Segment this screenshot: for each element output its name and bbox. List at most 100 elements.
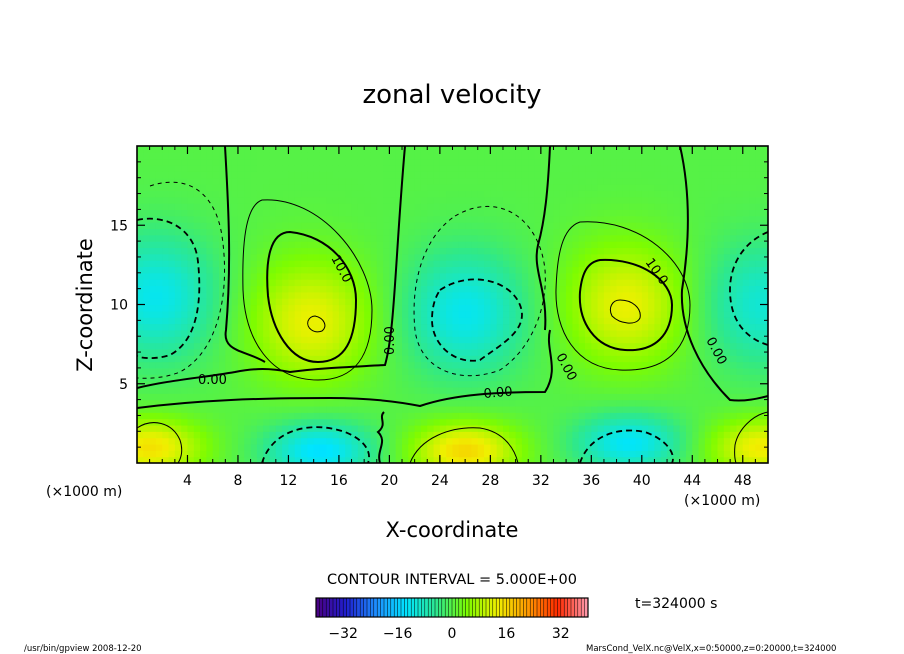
heatmap-cell — [168, 234, 176, 242]
heatmap-cell — [345, 253, 353, 261]
heatmap-cell — [502, 260, 510, 268]
heatmap-cell — [439, 253, 447, 261]
heatmap-cell — [597, 247, 605, 255]
heatmap-cell — [383, 291, 390, 299]
heatmap-cell — [420, 374, 428, 382]
heatmap-cell — [547, 215, 555, 223]
heatmap-cell — [704, 437, 712, 445]
heatmap-cell — [206, 418, 214, 426]
heatmap-cell — [572, 228, 580, 236]
heatmap-cell — [181, 241, 189, 249]
heatmap-cell — [723, 380, 731, 388]
heatmap-cell — [629, 361, 637, 369]
heatmap-cell — [162, 310, 170, 318]
heatmap-cell — [149, 285, 157, 293]
heatmap-cell — [162, 171, 170, 179]
heatmap-cell — [206, 177, 214, 185]
heatmap-cell — [433, 374, 441, 382]
heatmap-cell — [338, 158, 346, 166]
heatmap-cell — [585, 285, 592, 293]
heatmap-cell — [521, 196, 529, 204]
heatmap-cell — [206, 228, 214, 236]
heatmap-cell — [704, 215, 712, 223]
heatmap-cell — [553, 190, 561, 198]
heatmap-cell — [540, 279, 548, 287]
heatmap-cell — [168, 222, 176, 230]
heatmap-cell — [162, 260, 170, 268]
heatmap-cell — [559, 304, 567, 312]
heatmap-cell — [477, 165, 485, 172]
heatmap-cell — [187, 386, 195, 394]
heatmap-cell — [212, 342, 220, 350]
heatmap-cell — [610, 431, 618, 439]
heatmap-cell — [351, 203, 359, 210]
heatmap-cell — [143, 310, 151, 318]
heatmap-cell — [370, 266, 378, 274]
heatmap-cell — [585, 304, 592, 312]
heatmap-cell — [319, 158, 327, 166]
heatmap-cell — [301, 203, 308, 210]
heatmap-cell — [698, 393, 706, 401]
heatmap-cell — [591, 399, 599, 407]
heatmap-cell — [547, 165, 555, 172]
heatmap-cell — [490, 146, 498, 153]
heatmap-cell — [181, 405, 189, 413]
heatmap-cell — [402, 367, 409, 375]
heatmap-cell — [200, 209, 208, 217]
heatmap-cell — [534, 342, 542, 350]
heatmap-cell — [641, 348, 649, 356]
heatmap-cell — [736, 152, 744, 160]
heatmap-cell — [553, 342, 561, 350]
heatmap-cell — [515, 177, 523, 185]
heatmap-cell — [629, 298, 637, 306]
heatmap-cell — [717, 424, 725, 432]
heatmap-cell — [225, 196, 233, 204]
heatmap-cell — [332, 234, 340, 242]
heatmap-cell — [263, 342, 271, 350]
heatmap-cell — [244, 450, 252, 458]
heatmap-cell — [301, 171, 308, 179]
heatmap-cell — [402, 279, 409, 287]
heatmap-cell — [420, 456, 428, 463]
heatmap-cell — [692, 171, 700, 179]
heatmap-cell — [225, 158, 233, 166]
heatmap-cell — [704, 412, 712, 420]
heatmap-cell — [332, 203, 340, 210]
heatmap-cell — [679, 380, 687, 388]
heatmap-cell — [446, 342, 454, 350]
heatmap-cell — [679, 203, 687, 210]
heatmap-cell — [528, 323, 536, 331]
heatmap-cell — [616, 228, 624, 236]
heatmap-cell — [206, 234, 214, 242]
heatmap-cell — [319, 279, 327, 287]
heatmap-cell — [402, 412, 409, 420]
heatmap-cell — [174, 355, 182, 363]
heatmap-cell — [660, 367, 668, 375]
heatmap-cell — [307, 298, 315, 306]
heatmap-cell — [566, 399, 573, 407]
heatmap-cell — [603, 196, 611, 204]
heatmap-cell — [370, 241, 378, 249]
heatmap-cell — [597, 279, 605, 287]
heatmap-cell — [534, 247, 542, 255]
heatmap-cell — [187, 253, 195, 261]
heatmap-cell — [288, 171, 296, 179]
heatmap-cell — [654, 146, 662, 153]
heatmap-cell — [155, 367, 163, 375]
heatmap-cell — [282, 285, 290, 293]
heatmap-cell — [679, 196, 687, 204]
heatmap-cell — [237, 374, 245, 382]
heatmap-cell — [174, 336, 182, 344]
heatmap-cell — [616, 152, 624, 160]
heatmap-cell — [345, 247, 353, 255]
heatmap-cell — [162, 234, 170, 242]
heatmap-cell — [174, 405, 182, 413]
heatmap-cell — [603, 393, 611, 401]
heatmap-cell — [679, 228, 687, 236]
heatmap-cell — [660, 184, 668, 191]
heatmap-cell — [288, 310, 296, 318]
heatmap-cell — [635, 253, 643, 261]
heatmap-cell — [250, 298, 258, 306]
heatmap-cell — [420, 152, 428, 160]
heatmap-cell — [282, 431, 290, 439]
